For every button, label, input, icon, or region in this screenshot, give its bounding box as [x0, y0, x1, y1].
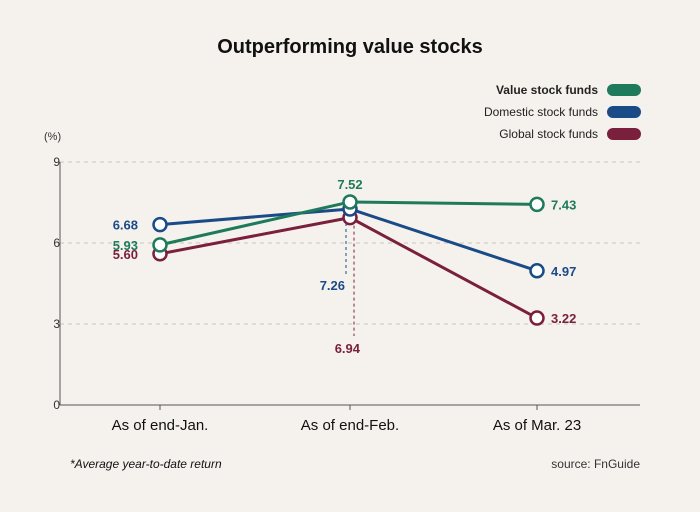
data-label-domestic-stock-funds-as-of-end-feb: 7.26 [320, 278, 345, 293]
point-global-stock-funds-as-of-mar-23 [529, 310, 545, 326]
y-tick-label-9: 9 [53, 155, 60, 169]
y-tick-label-3: 3 [53, 317, 60, 331]
data-points [152, 194, 545, 326]
legend-label-domestic-stock-funds: Domestic stock funds [484, 105, 598, 119]
source-note: source: FnGuide [551, 457, 640, 471]
legend-swatch-domestic-stock-funds [607, 106, 641, 118]
y-axis: 0 3 6 9 [53, 155, 61, 412]
data-label-domestic-stock-funds-as-of-end-jan: 6.68 [113, 218, 138, 233]
x-tick-label-as-of-mar-23: As of Mar. 23 [493, 417, 581, 434]
data-labels: 5.93 7.52 7.43 6.68 7.26 4.97 5.60 6.94 3.22 [113, 177, 577, 356]
x-tick-label-as-of-end-feb: As of end-Feb. [301, 417, 399, 434]
data-label-global-stock-funds-as-of-mar-23: 3.22 [551, 311, 576, 326]
data-label-global-stock-funds-as-of-end-jan: 5.60 [113, 247, 138, 262]
footnote: *Average year-to-date return [70, 457, 222, 471]
legend-label-global-stock-funds: Global stock funds [499, 127, 598, 141]
legend: Value stock funds Domestic stock funds Glo… [484, 83, 641, 141]
x-tick-label-as-of-end-jan: As of end-Jan. [112, 417, 209, 434]
y-tick-label-6: 6 [53, 236, 60, 250]
data-label-domestic-stock-funds-as-of-mar-23: 4.97 [551, 264, 576, 279]
data-label-value-stock-funds-as-of-end-feb: 7.52 [337, 177, 362, 192]
x-axis: As of end-Jan. As of end-Feb. As of Mar. 2… [112, 405, 581, 434]
y-axis-unit: (%) [44, 131, 61, 143]
point-domestic-stock-funds-as-of-mar-23 [529, 263, 545, 279]
point-domestic-stock-funds-as-of-end-jan [152, 216, 168, 233]
chart-title: Outperforming value stocks [217, 36, 483, 58]
data-label-value-stock-funds-as-of-end-jan: 5.93 [113, 238, 138, 253]
point-value-stock-funds-as-of-end-jan [152, 237, 168, 253]
legend-swatch-value-stock-funds [607, 84, 641, 96]
guide-lines [345, 216, 355, 336]
point-value-stock-funds-as-of-mar-23 [529, 196, 545, 213]
y-tick-label-0: 0 [53, 398, 60, 412]
point-value-stock-funds-as-of-end-feb [342, 194, 358, 210]
legend-swatch-global-stock-funds [607, 128, 641, 140]
data-label-value-stock-funds-as-of-mar-23: 7.43 [551, 197, 576, 212]
legend-label-value-stock-funds: Value stock funds [496, 83, 598, 97]
data-label-global-stock-funds-as-of-end-feb: 6.94 [335, 341, 361, 356]
